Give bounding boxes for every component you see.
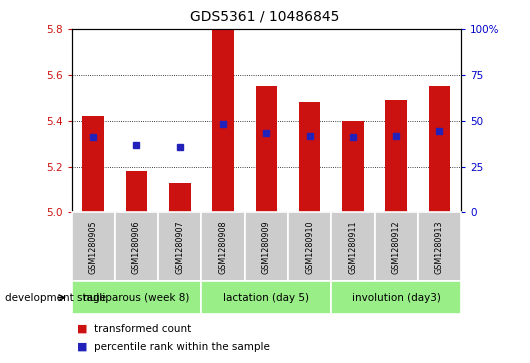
Text: nulliparous (week 8): nulliparous (week 8) — [83, 293, 190, 303]
Text: development stage: development stage — [5, 293, 107, 303]
Text: percentile rank within the sample: percentile rank within the sample — [94, 342, 270, 352]
Text: GSM1280907: GSM1280907 — [175, 220, 184, 274]
Bar — [212, 29, 234, 212]
Bar — [169, 183, 191, 212]
Bar — [126, 171, 147, 212]
Bar — [72, 212, 115, 281]
Text: GSM1280910: GSM1280910 — [305, 220, 314, 274]
Bar — [201, 212, 245, 281]
Bar — [418, 212, 461, 281]
Bar — [331, 212, 375, 281]
Bar — [342, 121, 364, 212]
Text: GDS5361 / 10486845: GDS5361 / 10486845 — [190, 9, 340, 23]
Bar — [429, 86, 450, 212]
Bar — [299, 102, 321, 212]
Bar — [158, 212, 201, 281]
Bar — [82, 116, 104, 212]
Bar — [255, 86, 277, 212]
Text: GSM1280913: GSM1280913 — [435, 220, 444, 274]
Text: GSM1280906: GSM1280906 — [132, 220, 141, 274]
Text: GSM1280911: GSM1280911 — [348, 220, 357, 274]
Bar — [385, 100, 407, 212]
Bar — [245, 212, 288, 281]
Text: transformed count: transformed count — [94, 323, 191, 334]
Bar — [375, 212, 418, 281]
Text: lactation (day 5): lactation (day 5) — [223, 293, 310, 303]
Text: GSM1280909: GSM1280909 — [262, 220, 271, 274]
Text: GSM1280905: GSM1280905 — [89, 220, 98, 274]
Bar — [288, 212, 331, 281]
Bar — [201, 281, 331, 314]
Text: ■: ■ — [77, 342, 87, 352]
Bar — [115, 212, 158, 281]
Text: involution (day3): involution (day3) — [352, 293, 440, 303]
Text: GSM1280908: GSM1280908 — [218, 220, 227, 274]
Text: ■: ■ — [77, 323, 87, 334]
Bar — [72, 281, 201, 314]
Text: GSM1280912: GSM1280912 — [392, 220, 401, 274]
Bar — [331, 281, 461, 314]
